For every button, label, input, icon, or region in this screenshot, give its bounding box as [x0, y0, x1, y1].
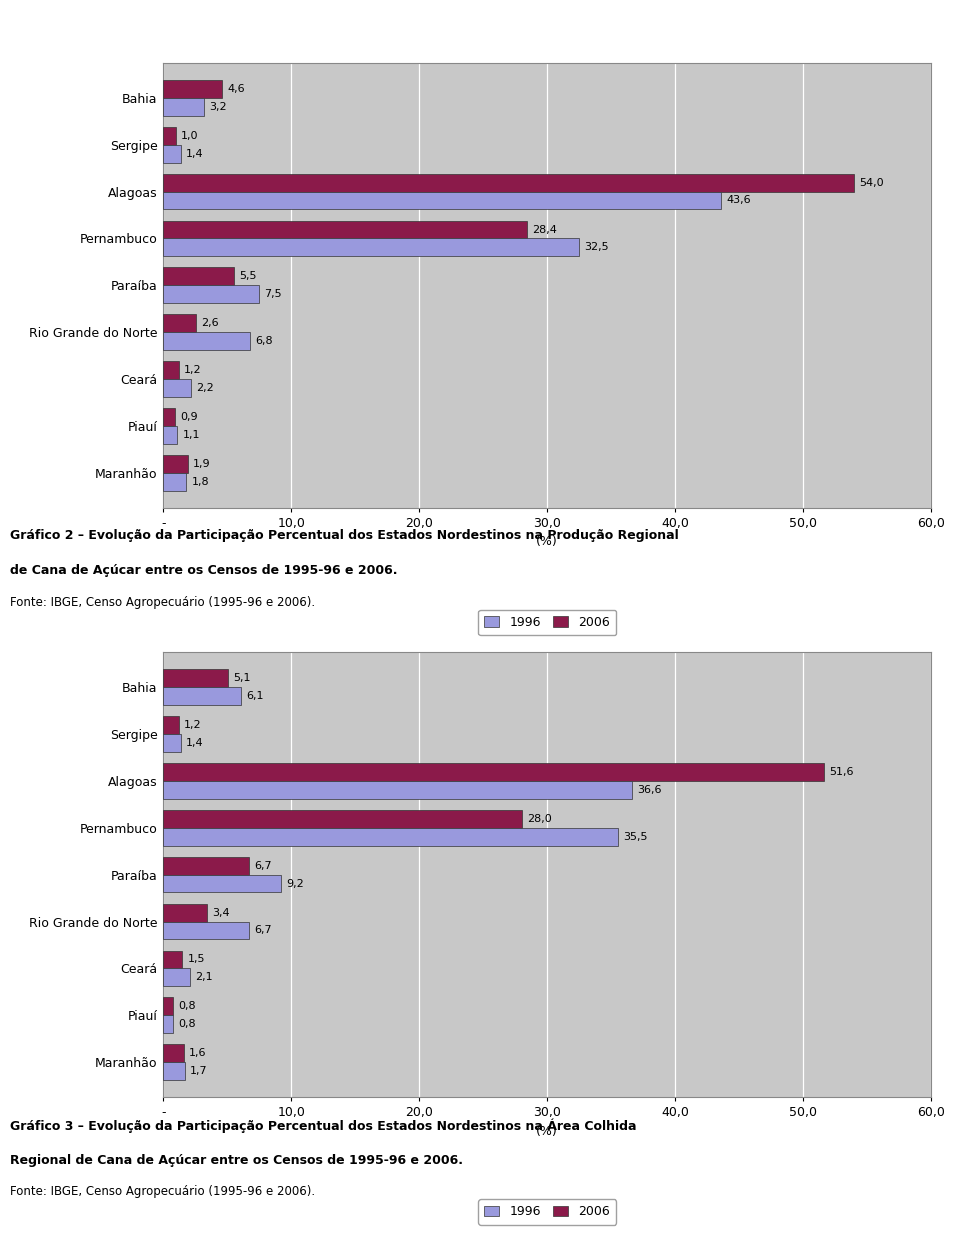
Bar — [163, 361, 179, 379]
Text: 2,2: 2,2 — [197, 382, 214, 393]
Bar — [163, 98, 204, 115]
Text: 36,6: 36,6 — [636, 785, 661, 795]
Bar — [163, 221, 527, 238]
Text: 4,6: 4,6 — [228, 84, 245, 94]
X-axis label: (%): (%) — [537, 535, 558, 548]
Text: 0,8: 0,8 — [179, 1002, 196, 1011]
Bar — [163, 80, 222, 98]
Legend: 1996, 2006: 1996, 2006 — [478, 1199, 616, 1225]
Bar — [163, 1045, 183, 1062]
Text: de Cana de Açúcar entre os Censos de 1995-96 e 2006.: de Cana de Açúcar entre os Censos de 199… — [10, 564, 397, 577]
Bar — [163, 716, 179, 734]
Text: 6,1: 6,1 — [247, 691, 264, 701]
Text: 6,7: 6,7 — [254, 860, 272, 870]
Bar — [163, 670, 228, 687]
Text: 5,1: 5,1 — [233, 673, 252, 683]
Text: 35,5: 35,5 — [623, 831, 647, 841]
Bar — [163, 734, 181, 752]
Text: 2,6: 2,6 — [202, 319, 219, 329]
Bar — [163, 904, 206, 922]
Text: 28,4: 28,4 — [532, 224, 557, 234]
Text: 43,6: 43,6 — [727, 196, 751, 206]
Bar — [163, 875, 281, 893]
Text: 5,5: 5,5 — [239, 271, 256, 281]
Text: Regional de Cana de Açúcar entre os Censos de 1995-96 e 2006.: Regional de Cana de Açúcar entre os Cens… — [10, 1154, 463, 1166]
Bar — [163, 997, 174, 1016]
Text: 0,8: 0,8 — [179, 1020, 196, 1030]
Bar — [163, 922, 249, 939]
Text: 6,8: 6,8 — [255, 336, 273, 346]
Legend: 1996, 2006: 1996, 2006 — [478, 609, 616, 636]
Bar — [163, 315, 197, 332]
X-axis label: (%): (%) — [537, 1125, 558, 1137]
Text: 2,1: 2,1 — [195, 972, 213, 982]
Text: 1,1: 1,1 — [182, 430, 200, 440]
Text: 1,2: 1,2 — [183, 720, 202, 730]
Bar — [163, 1062, 185, 1080]
Bar — [163, 781, 632, 799]
Bar — [163, 828, 617, 845]
Bar — [163, 1016, 174, 1033]
Bar — [163, 332, 251, 350]
Bar — [163, 968, 190, 986]
Bar — [163, 408, 175, 426]
Text: 9,2: 9,2 — [286, 879, 303, 889]
Text: 1,4: 1,4 — [186, 149, 204, 158]
Text: 7,5: 7,5 — [264, 290, 282, 300]
Text: 3,2: 3,2 — [209, 102, 227, 112]
Text: Gráfico 2 – Evolução da Participação Percentual dos Estados Nordestinos na Produ: Gráfico 2 – Evolução da Participação Per… — [10, 529, 679, 542]
Text: 1,4: 1,4 — [186, 739, 204, 747]
Bar — [163, 144, 181, 163]
Text: 54,0: 54,0 — [859, 178, 884, 188]
Bar — [163, 687, 241, 705]
Bar — [163, 174, 854, 192]
Text: 51,6: 51,6 — [828, 767, 853, 777]
Text: 1,2: 1,2 — [183, 365, 202, 375]
Bar — [163, 426, 178, 444]
Text: Gráfico 3 – Evolução da Participação Percentual dos Estados Nordestinos na Área : Gráfico 3 – Evolução da Participação Per… — [10, 1119, 636, 1134]
Bar — [163, 473, 186, 490]
Text: 32,5: 32,5 — [585, 242, 609, 252]
Bar — [163, 764, 824, 781]
Text: 28,0: 28,0 — [527, 814, 551, 824]
Text: 0,9: 0,9 — [180, 413, 198, 421]
Bar — [163, 379, 191, 396]
Text: 6,7: 6,7 — [254, 925, 272, 935]
Bar — [163, 856, 249, 875]
Text: 1,6: 1,6 — [189, 1048, 206, 1058]
Bar — [163, 192, 721, 209]
Text: 1,7: 1,7 — [190, 1066, 207, 1076]
Text: 1,0: 1,0 — [181, 130, 199, 140]
Bar — [163, 238, 579, 256]
Text: 1,8: 1,8 — [191, 477, 209, 487]
Bar — [163, 127, 176, 144]
Bar — [163, 455, 187, 473]
Text: 1,5: 1,5 — [187, 954, 205, 964]
Text: 1,9: 1,9 — [193, 459, 210, 469]
Text: Fonte: IBGE, Censo Agropecuário (1995-96 e 2006).: Fonte: IBGE, Censo Agropecuário (1995-96… — [10, 596, 315, 608]
Bar — [163, 286, 259, 303]
Bar — [163, 810, 521, 828]
Bar — [163, 267, 233, 286]
Bar — [163, 951, 182, 968]
Text: 3,4: 3,4 — [212, 908, 229, 918]
Text: Fonte: IBGE, Censo Agropecuário (1995-96 e 2006).: Fonte: IBGE, Censo Agropecuário (1995-96… — [10, 1185, 315, 1198]
